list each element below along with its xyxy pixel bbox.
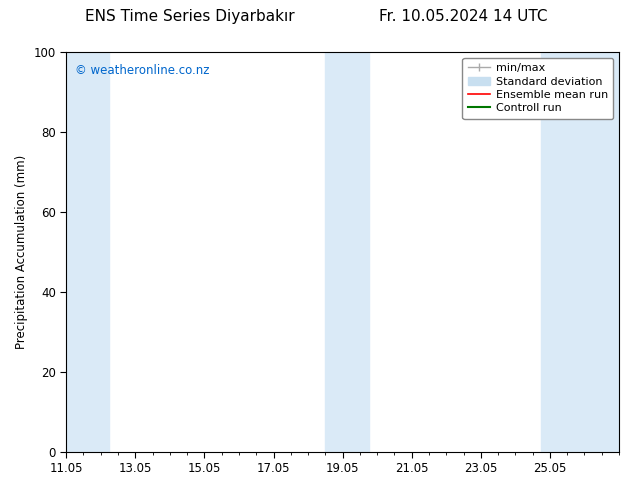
Text: © weatheronline.co.nz: © weatheronline.co.nz: [75, 64, 209, 77]
Text: Fr. 10.05.2024 14 UTC: Fr. 10.05.2024 14 UTC: [378, 9, 547, 24]
Y-axis label: Precipitation Accumulation (mm): Precipitation Accumulation (mm): [15, 155, 28, 349]
Text: ENS Time Series Diyarbakır: ENS Time Series Diyarbakır: [86, 9, 295, 24]
Legend: min/max, Standard deviation, Ensemble mean run, Controll run: min/max, Standard deviation, Ensemble me…: [462, 58, 614, 119]
Bar: [541, 52, 619, 452]
Bar: [325, 52, 368, 452]
Bar: [66, 52, 110, 452]
